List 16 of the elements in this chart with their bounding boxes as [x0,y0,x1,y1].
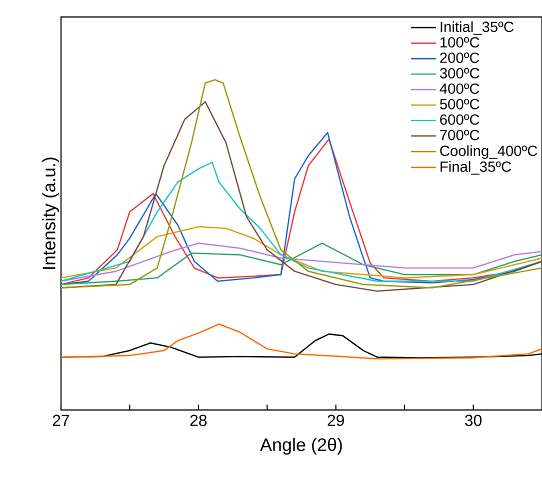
legend-label: 400ºC [440,83,480,94]
legend-label: 500ºC [440,98,480,110]
legend-label: 300ºC [440,68,480,78]
legend-label: 200ºC [440,52,480,63]
legend-label: 100ºC [440,37,480,48]
legend-label: 700ºC [440,130,480,140]
x-tick-label: 28 [190,414,207,426]
y-axis-title: Intensity (a.u.) [42,158,59,269]
x-tick-label: 29 [328,414,344,426]
x-axis-title: Angle (2θ) [260,438,342,455]
legend-label: Initial_35ºC [440,21,514,35]
legend-label: Cooling_400ºC [440,145,538,159]
legend-label: 600ºC [440,114,480,125]
x-tick-label: 27 [52,414,70,426]
legend-label: Final_35ºC [440,161,512,175]
x-tick-label: 30 [464,414,482,426]
